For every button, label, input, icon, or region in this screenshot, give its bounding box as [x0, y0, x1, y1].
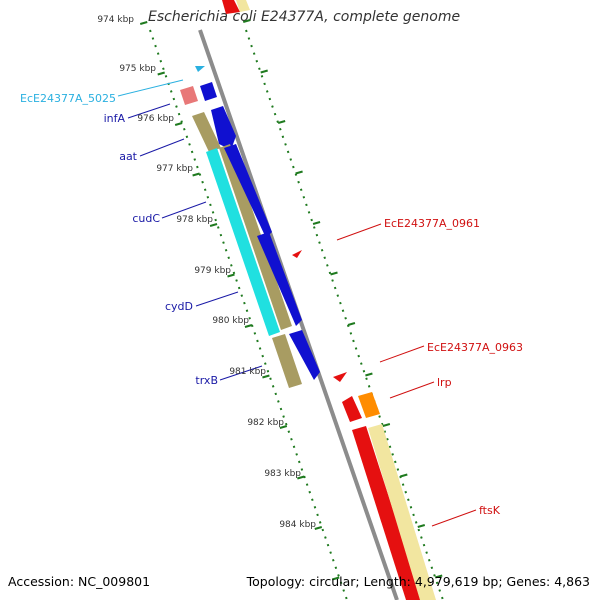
- tick-mark: [244, 324, 253, 328]
- gene-block-red-ftsk: [352, 426, 422, 600]
- kbp-label: 976 kbp: [137, 114, 174, 124]
- gene-label-ftsk: ftsK: [479, 504, 501, 517]
- kbp-label: 983 kbp: [264, 469, 301, 479]
- gene-block-yellow-ftsk: [368, 424, 436, 600]
- gene-block-red-lrp: [342, 396, 362, 422]
- tick-mark: [297, 475, 305, 480]
- leader-lrp: [389, 381, 435, 399]
- inner-tick-track: [149, 29, 348, 600]
- kbp-label: 980 kbp: [212, 316, 249, 326]
- kbp-label: 982 kbp: [247, 418, 284, 428]
- leader-infa: [127, 103, 171, 119]
- tick-mark: [157, 71, 165, 76]
- gene-block-yellow-top: [236, 0, 250, 12]
- tick-mark: [262, 374, 270, 379]
- gene-arrow-blue-aat: [211, 106, 236, 150]
- tick-mark: [434, 574, 443, 579]
- kbp-label: 977 kbp: [156, 164, 193, 174]
- leader-cudc: [161, 201, 207, 219]
- leader-aat: [139, 138, 185, 157]
- tick-mark: [365, 372, 373, 377]
- kbp-label: 974 kbp: [97, 15, 134, 25]
- gene-block-olive-trxb: [272, 334, 302, 388]
- gene-label-trxb: trxB: [195, 374, 218, 387]
- tick-mark: [295, 170, 303, 175]
- tick-mark: [417, 524, 426, 528]
- leader-0963: [379, 345, 425, 363]
- gene-arrow-blue-cydd: [257, 232, 302, 326]
- tick-mark: [400, 473, 408, 478]
- tick-mark: [260, 69, 268, 74]
- gene-block-red-top: [222, 0, 240, 14]
- tick-mark: [330, 271, 338, 276]
- kbp-label: 978 kbp: [176, 215, 213, 225]
- gene-label-5025: EcE24377A_5025: [20, 92, 116, 105]
- kbp-label: 981 kbp: [229, 367, 266, 377]
- outer-tick-track: [245, 29, 444, 600]
- leader-ftsk: [431, 509, 477, 527]
- gene-block-olive-aat: [192, 112, 221, 152]
- tick-mark: [242, 19, 251, 23]
- gene-marker-red-0961: [292, 250, 302, 258]
- tick-mark: [312, 221, 321, 225]
- kbp-label: 975 kbp: [119, 64, 156, 74]
- gene-marker-cyan: [195, 66, 205, 72]
- gene-label-cudc: cudC: [132, 212, 160, 225]
- kbp-label: 979 kbp: [194, 266, 231, 276]
- gene-label-aat: aat: [119, 150, 137, 163]
- gene-block-orange-lrp: [358, 392, 380, 418]
- genome-summary: Topology: circular; Length: 4,979,619 bp…: [246, 574, 590, 589]
- accession-label: Accession: NC_009801: [8, 574, 151, 589]
- tick-mark: [347, 322, 356, 326]
- kbp-label: 984 kbp: [279, 520, 316, 530]
- gene-arrow-blue-cudc: [224, 144, 272, 238]
- gene-arrow-blue-trxb: [289, 330, 320, 380]
- gene-block-pink: [180, 86, 198, 105]
- gene-label-0961: EcE24377A_0961: [384, 217, 480, 230]
- tick-mark: [277, 120, 286, 124]
- tick-mark: [331, 576, 340, 581]
- gene-block-olive-cudc: [219, 144, 292, 330]
- gene-label-infa: infA: [104, 112, 126, 125]
- tick-mark: [382, 423, 391, 427]
- gene-block-cyan-cydc: [206, 148, 280, 336]
- tick-mark: [192, 172, 200, 177]
- tick-marks: [139, 19, 443, 581]
- leader-trxb: [219, 365, 263, 381]
- tick-mark: [209, 223, 218, 227]
- gene-label-cydd: cydD: [165, 300, 193, 313]
- gene-arrow-blue-infa: [200, 82, 217, 101]
- tick-mark: [139, 21, 148, 25]
- tick-mark: [314, 526, 323, 530]
- gene-marker-red-0963: [333, 372, 347, 382]
- leader-cydd: [195, 291, 239, 307]
- tick-mark: [174, 122, 183, 126]
- tick-mark: [279, 425, 288, 429]
- leader-5025: [117, 79, 184, 97]
- tick-mark: [227, 273, 235, 278]
- gene-label-0963: EcE24377A_0963: [427, 341, 523, 354]
- gene-label-lrp: lrp: [437, 376, 452, 389]
- leader-0961: [336, 223, 382, 241]
